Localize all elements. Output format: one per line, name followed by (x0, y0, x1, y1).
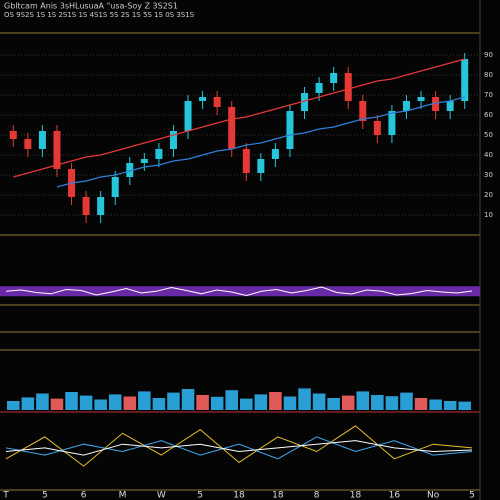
x-tick-label: 5 (469, 491, 475, 500)
candle-body (417, 97, 425, 101)
candle-body (213, 97, 221, 107)
volume-bar (341, 395, 355, 410)
candle-body (184, 101, 192, 131)
volume-bar (79, 395, 93, 410)
candle-body (242, 149, 250, 173)
candle-body (38, 131, 46, 149)
y-tick-label: 60 (484, 111, 493, 119)
candle-body (257, 159, 265, 173)
indicator-line (5, 436, 473, 460)
candle-body (82, 197, 90, 215)
chart-subtitle: OS 9S2S 1S 1S 2S1S 1S 4S1S 5S 2S 1S 5S 1… (4, 11, 195, 19)
y-tick-label: 10 (484, 211, 493, 219)
ma-line (13, 58, 465, 178)
volume-bar (225, 390, 238, 410)
candle-body (169, 131, 177, 149)
indicator-line (5, 440, 473, 456)
y-tick-label: 90 (484, 51, 493, 59)
volume-bar (414, 398, 428, 410)
y-tick-label: 40 (484, 151, 493, 159)
volume-bar (108, 394, 122, 410)
volume-bar (327, 398, 340, 410)
chart-title: Gbltcam Anis 3sHLusuaA "usa-Soy Z 3S2S1 (4, 2, 178, 11)
oscillator-band (0, 286, 480, 297)
x-tick-label: 5 (197, 491, 203, 500)
candle-body (388, 111, 396, 135)
x-tick-label: 18 (350, 491, 362, 500)
candle-body (126, 163, 134, 177)
volume-bar (50, 398, 64, 410)
volume-bar (240, 398, 253, 410)
volume-bar (138, 391, 151, 410)
x-tick-label: T (2, 491, 9, 500)
ma-line (56, 96, 465, 188)
x-tick-label: 6 (81, 491, 87, 500)
volume-bar (36, 393, 49, 410)
candle-body (402, 101, 410, 111)
candle-body (111, 177, 119, 197)
candle-body (344, 73, 352, 101)
volume-bar (371, 395, 384, 410)
volume-bar (269, 392, 282, 410)
volume-bar (443, 401, 457, 410)
volume-bar (7, 401, 20, 410)
volume-bar (123, 396, 137, 410)
volume-bar (65, 392, 78, 410)
candle-body (155, 149, 163, 159)
volume-bar (356, 391, 370, 410)
candle-body (373, 121, 381, 135)
candle-body (359, 101, 367, 121)
candle-body (301, 93, 309, 111)
x-tick-label: 8 (314, 491, 320, 500)
volume-bar (254, 394, 268, 410)
volume-bar (298, 388, 311, 410)
volume-bar (283, 396, 297, 410)
volume-bar (458, 401, 471, 410)
y-tick-label: 20 (484, 191, 493, 199)
candle-body (53, 131, 61, 169)
volume-bar (94, 399, 107, 410)
grid-decor (0, 0, 481, 500)
indicator-line (5, 286, 473, 297)
candle-body (271, 149, 279, 159)
x-tick-label: W (157, 491, 166, 500)
candle-body (330, 73, 338, 83)
x-tick-label: M (119, 491, 127, 500)
candle-body (432, 97, 440, 111)
volume-bar (181, 389, 195, 410)
indicator-line (5, 425, 473, 467)
y-tick-label: 50 (484, 131, 493, 139)
candle-body (97, 197, 105, 215)
candle-body (446, 101, 454, 111)
candle-body (9, 131, 17, 139)
volume-bar (21, 397, 35, 410)
candle-body (228, 107, 236, 149)
volume-bar (196, 395, 209, 410)
volume-bar (400, 392, 413, 410)
y-tick-label: 70 (484, 91, 493, 99)
candle-body (286, 111, 294, 149)
x-tick-label: 18 (272, 491, 284, 500)
x-tick-label: 18 (233, 491, 245, 500)
candle-body (24, 139, 32, 149)
volume-bar (210, 396, 224, 410)
candle-body (315, 83, 323, 93)
y-tick-label: 30 (484, 171, 493, 179)
volume-bar (429, 399, 442, 410)
candle-body (140, 159, 148, 163)
x-tick-label: 16 (389, 491, 401, 500)
x-tick-label: 5 (42, 491, 48, 500)
y-tick-label: 80 (484, 71, 493, 79)
volume-bar (312, 393, 326, 410)
x-tick-label: No (427, 491, 440, 500)
candle-body (461, 59, 469, 101)
volume-bar (152, 398, 166, 410)
candle-body (199, 97, 207, 101)
volume-bar (385, 396, 399, 410)
volume-bar (167, 392, 180, 410)
